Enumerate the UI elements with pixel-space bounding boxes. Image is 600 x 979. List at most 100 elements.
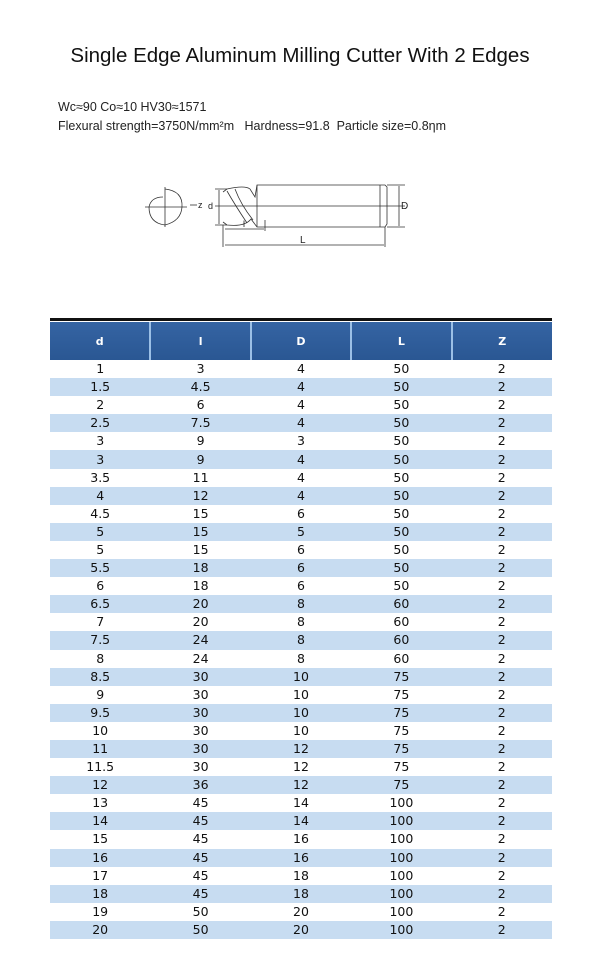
table-cell: 2 (451, 595, 552, 614)
table-cell: 13 (92, 795, 109, 811)
table-cell: 1 (96, 361, 105, 377)
table-cell: 4.5 (90, 505, 111, 521)
table-cell: 10 (250, 703, 352, 722)
table-cell: 45 (192, 795, 209, 811)
table-cell: 20 (293, 903, 309, 919)
table-cell: 4 (250, 486, 352, 505)
table-cell: 2 (451, 378, 552, 397)
table-cell: 9 (196, 433, 205, 449)
table-row: 11 30 12 75 2 (50, 739, 552, 759)
table-row: 6.5 20 8 60 2 (50, 595, 552, 614)
table-cell: 3 (50, 450, 151, 469)
table-cell: 24 (192, 650, 209, 666)
table-cell: 50 (393, 397, 410, 413)
table-cell: 30 (150, 667, 251, 686)
table-cell: 2 (451, 920, 552, 939)
table-cell: 100 (389, 903, 414, 919)
table-cell: 4 (50, 486, 151, 505)
table-cell: 50 (351, 450, 452, 469)
table-cell: 2 (497, 578, 506, 594)
table-row: 10 30 10 75 2 (50, 722, 552, 740)
table-cell: 9 (96, 686, 105, 702)
table-cell: 100 (351, 920, 452, 939)
label-z: z (198, 200, 203, 210)
table-cell: 15 (192, 505, 209, 521)
table-cell: 2 (451, 631, 552, 650)
column-header-D: D (249, 322, 352, 360)
table-cell: 50 (150, 920, 251, 939)
table-cell: 5.5 (50, 559, 151, 578)
table-cell: 6.5 (50, 595, 151, 614)
table-row: 9.5 30 10 75 2 (50, 703, 552, 722)
table-cell: 45 (150, 812, 251, 831)
table-cell: 15 (150, 522, 251, 541)
table-cell: 14 (50, 812, 151, 831)
table-cell: 30 (192, 686, 209, 702)
table-cell: 2 (497, 650, 506, 666)
table-cell: 50 (393, 469, 410, 485)
table-cell: 2 (451, 884, 552, 903)
table-cell: 6 (297, 578, 305, 594)
table-cell: 12 (250, 776, 352, 795)
table-cell: 15 (92, 831, 109, 847)
table-cell: 4.5 (150, 378, 251, 397)
table-cell: 2 (451, 812, 552, 831)
table-cell: 50 (393, 541, 410, 557)
table-cell: 20 (250, 920, 352, 939)
table-cell: 7.5 (50, 631, 151, 650)
column-header-l: l (149, 322, 251, 360)
table-row: 6 18 6 50 2 (50, 577, 552, 595)
table-cell: 60 (393, 614, 410, 630)
table-top-rule (50, 318, 552, 321)
table-cell: 2 (497, 469, 506, 485)
table-cell: 20 (50, 920, 151, 939)
column-header-L: L (350, 322, 452, 360)
label-l: l (243, 219, 245, 229)
table-cell: 18 (150, 559, 251, 578)
table-cell: 60 (351, 631, 452, 650)
table-row: 1 3 4 50 2 (50, 360, 552, 378)
label-L: L (300, 235, 306, 246)
table-row: 8.5 30 10 75 2 (50, 667, 552, 686)
table-cell: 30 (192, 722, 209, 738)
table-cell: 3 (96, 433, 105, 449)
table-row: 13 45 14 100 2 (50, 794, 552, 812)
table-cell: 2 (451, 486, 552, 505)
table-row: 4 12 4 50 2 (50, 486, 552, 505)
table-cell: 14 (293, 795, 309, 811)
table-cell: 75 (393, 759, 410, 775)
table-cell: 2 (497, 903, 506, 919)
table-cell: 2 (96, 397, 105, 413)
table-cell: 60 (351, 595, 452, 614)
table-cell: 6 (196, 397, 205, 413)
table-cell: 2.5 (50, 414, 151, 433)
table-cell: 10 (293, 686, 309, 702)
table-row: 18 45 18 100 2 (50, 884, 552, 903)
table-row: 17 45 18 100 2 (50, 867, 552, 885)
table-row: 7 20 8 60 2 (50, 613, 552, 631)
table-cell: 2 (497, 361, 506, 377)
table-row: 14 45 14 100 2 (50, 812, 552, 831)
table-cell: 75 (393, 722, 410, 738)
table-cell: 75 (351, 667, 452, 686)
table-cell: 1.5 (50, 378, 151, 397)
table-cell: 11 (50, 739, 151, 759)
table-cell: 10 (293, 722, 309, 738)
table-cell: 2 (497, 831, 506, 847)
table-row: 3 9 4 50 2 (50, 450, 552, 469)
table-row: 5.5 18 6 50 2 (50, 559, 552, 578)
table-cell: 4 (250, 378, 352, 397)
table-row: 9 30 10 75 2 (50, 686, 552, 704)
table-cell: 2 (497, 867, 506, 883)
table-cell: 3 (196, 361, 205, 377)
table-cell: 9.5 (50, 703, 151, 722)
table-row: 12 36 12 75 2 (50, 776, 552, 795)
table-cell: 2 (497, 397, 506, 413)
table-cell: 8 (96, 650, 105, 666)
table-cell: 12 (150, 486, 251, 505)
table-cell: 2 (451, 848, 552, 867)
column-header-Z: Z (450, 322, 552, 360)
table-cell: 15 (192, 541, 209, 557)
table-cell: 6 (297, 505, 305, 521)
table-cell: 8 (250, 631, 352, 650)
